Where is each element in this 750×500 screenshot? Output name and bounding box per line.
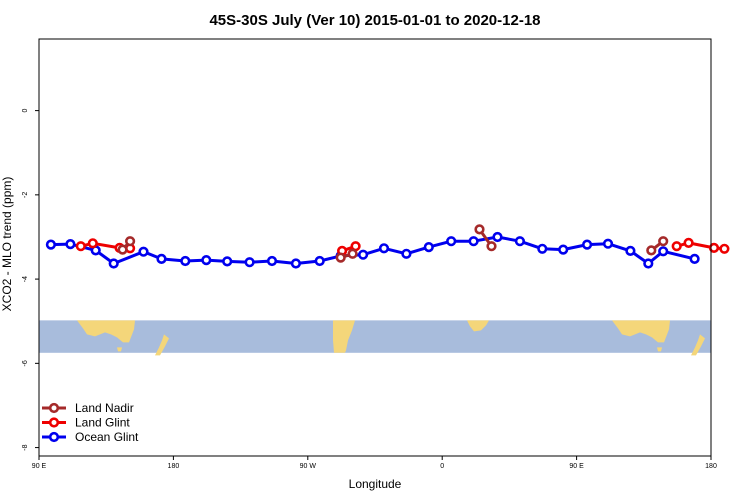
land-shape <box>691 334 705 356</box>
x-tick-label: 180 <box>705 463 717 470</box>
land-nadir-point <box>658 236 669 247</box>
land-glint-point <box>75 241 86 252</box>
ocean-glint-point <box>492 231 503 243</box>
y-tick-label: -6 <box>22 360 29 366</box>
map-land <box>77 320 705 356</box>
ocean-glint-point <box>468 236 479 247</box>
x-axis-label: Longitude <box>349 477 402 491</box>
ocean-glint-point <box>314 255 325 267</box>
land-glint-point <box>671 241 682 252</box>
y-tick-label: -2 <box>22 192 29 198</box>
plot-area <box>38 38 730 457</box>
land-shape <box>155 334 169 356</box>
ocean-glint-point <box>581 239 593 250</box>
land-glint-line <box>676 241 725 251</box>
y-axis-label: XCO2 - MLO trend (ppm) <box>0 177 14 312</box>
ocean-glint-point <box>602 238 614 249</box>
ocean-glint-point <box>266 255 278 267</box>
legend-swatch-point <box>48 417 60 428</box>
land-glint-point <box>683 237 694 248</box>
x-tick-label: 0 <box>440 463 444 470</box>
land-nadir-point <box>347 248 358 259</box>
ocean-glint-point <box>222 256 233 267</box>
legend-label: Land Nadir <box>75 401 134 415</box>
land-shape <box>612 320 670 343</box>
ocean-glint-point <box>423 242 434 253</box>
land-nadir-point <box>335 252 346 263</box>
ocean-glint-point <box>108 258 119 269</box>
legend-label: Ocean Glint <box>75 430 139 444</box>
series-layer <box>45 224 730 269</box>
x-tick-label: 90 E <box>32 463 47 470</box>
map-ocean-strip <box>39 320 711 353</box>
y-axis: 0 -2 -4 -6 -8 <box>22 109 39 451</box>
land-glint-point <box>708 242 720 253</box>
ocean-glint-point <box>201 255 212 266</box>
ocean-glint-point <box>537 243 548 254</box>
ocean-glint-point <box>514 236 526 247</box>
ocean-glint-point <box>689 253 700 264</box>
ocean-glint-point <box>180 255 191 267</box>
ocean-glint-point <box>625 245 636 256</box>
land-nadir-point <box>646 245 657 256</box>
y-tick-label: 0 <box>22 109 29 113</box>
ocean-glint-point <box>558 244 569 255</box>
land-nadir-point <box>117 244 128 255</box>
x-tick-label: 180 <box>168 463 180 470</box>
legend-entry: Land Nadir <box>42 401 134 415</box>
legend-swatch-point <box>48 402 60 414</box>
ocean-glint-point <box>65 239 76 250</box>
chart-title: 45S-30S July (Ver 10) 2015-01-01 to 2020… <box>209 12 540 29</box>
land-shape <box>77 320 135 343</box>
ocean-glint-point <box>446 236 457 247</box>
land-shape <box>657 347 662 352</box>
legend-label: Land Glint <box>75 416 130 430</box>
ocean-glint-point <box>290 258 302 269</box>
land-glint-point <box>87 238 98 249</box>
land-nadir-point <box>486 241 497 252</box>
y-tick-label: -4 <box>22 276 29 282</box>
plot-frame <box>38 38 712 457</box>
x-tick-label: 90 E <box>569 463 584 470</box>
land-shape <box>333 320 355 353</box>
land-nadir-point <box>474 224 485 235</box>
legend-entry: Land Glint <box>42 416 130 430</box>
x-tick-label: 90 W <box>300 463 317 470</box>
ocean-glint-point <box>156 253 167 264</box>
ocean-glint-point <box>401 248 412 259</box>
ocean-glint-point <box>378 243 390 254</box>
ocean-glint-point <box>658 246 669 257</box>
ocean-glint-point <box>45 239 57 250</box>
land-shape <box>467 320 489 332</box>
ocean-glint-point <box>244 257 255 268</box>
ocean-glint-point <box>358 249 369 260</box>
ocean-glint-point <box>643 258 654 269</box>
legend-swatch-point <box>48 431 60 443</box>
legend-entry: Ocean Glint <box>42 430 139 444</box>
ocean-glint-point <box>138 246 149 257</box>
land-nadir-point <box>125 236 136 247</box>
y-tick-label: -8 <box>22 444 29 450</box>
x-axis: 90 E 180 90 W 0 90 E 180 <box>32 456 717 470</box>
land-shape <box>117 347 122 352</box>
land-glint-point <box>719 243 730 254</box>
